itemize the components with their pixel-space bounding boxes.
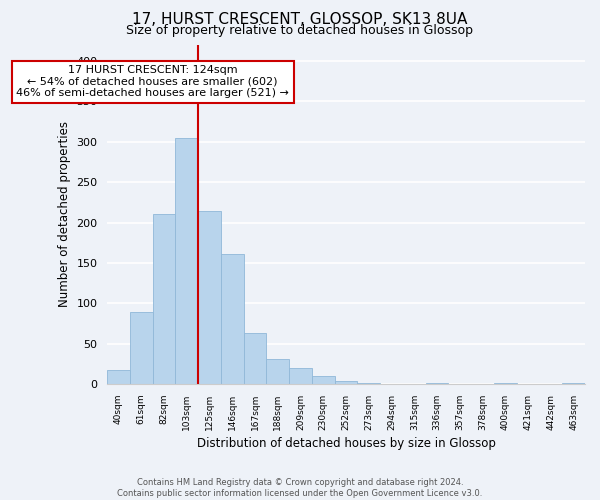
Bar (426, 383, 448, 384)
Bar (221, 254, 244, 384)
Bar (494, 383, 517, 384)
Bar (358, 383, 380, 384)
Bar (266, 359, 289, 384)
Text: Contains HM Land Registry data © Crown copyright and database right 2024.
Contai: Contains HM Land Registry data © Crown c… (118, 478, 482, 498)
Bar (107, 370, 130, 384)
Bar (152, 214, 175, 384)
Bar (289, 368, 312, 384)
Bar (312, 376, 335, 384)
Bar (244, 333, 266, 384)
Bar (198, 212, 221, 384)
Text: Size of property relative to detached houses in Glossop: Size of property relative to detached ho… (127, 24, 473, 37)
Text: 17 HURST CRESCENT: 124sqm
← 54% of detached houses are smaller (602)
46% of semi: 17 HURST CRESCENT: 124sqm ← 54% of detac… (16, 65, 289, 98)
Y-axis label: Number of detached properties: Number of detached properties (58, 122, 71, 308)
Text: 17, HURST CRESCENT, GLOSSOP, SK13 8UA: 17, HURST CRESCENT, GLOSSOP, SK13 8UA (133, 12, 467, 28)
X-axis label: Distribution of detached houses by size in Glossop: Distribution of detached houses by size … (197, 437, 496, 450)
Bar (130, 312, 152, 384)
Bar (562, 383, 585, 384)
Bar (335, 380, 358, 384)
Bar (175, 138, 198, 384)
